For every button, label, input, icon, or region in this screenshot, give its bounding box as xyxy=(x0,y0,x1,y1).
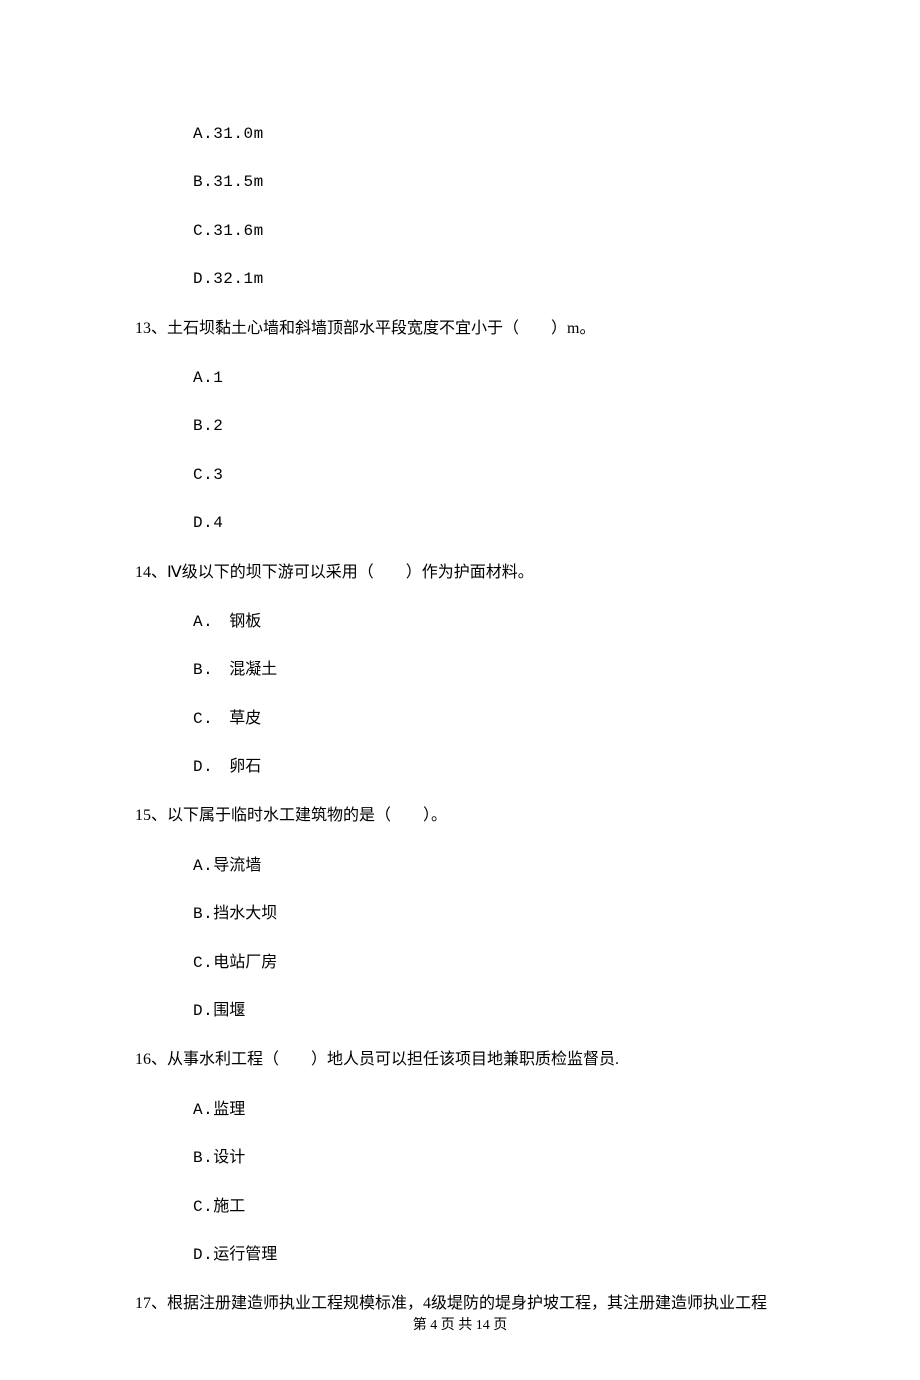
option-label: C. xyxy=(193,710,213,728)
option-group-prev: A.31.0m B.31.5m C.31.6m D.32.1m xyxy=(193,110,785,304)
option-text: 围堰 xyxy=(213,1002,245,1019)
option-label: D. xyxy=(193,758,213,776)
option-text: 4 xyxy=(213,514,223,532)
question-number: 16、 xyxy=(135,1051,167,1068)
option-text: 电站厂房 xyxy=(213,954,277,971)
question-number: 14、 xyxy=(135,564,167,581)
option-label: A. xyxy=(193,125,213,143)
option-text: 2 xyxy=(213,417,223,435)
option-label: A. xyxy=(193,613,213,631)
question-text: 根据注册建造师执业工程规模标准，4级堤防的堤身护坡工程，其注册建造师执业工程 xyxy=(167,1295,767,1312)
option: C.3 xyxy=(193,451,785,499)
option-label: D. xyxy=(193,1002,213,1020)
option: D.4 xyxy=(193,499,785,547)
question-text: Ⅳ级以下的坝下游可以采用（ ）作为护面材料。 xyxy=(167,564,534,581)
option: B.31.5m xyxy=(193,158,785,206)
option-label: D. xyxy=(193,270,213,288)
option: A.31.0m xyxy=(193,110,785,158)
option-text: 3 xyxy=(213,466,223,484)
option-label: C. xyxy=(193,954,213,972)
question-15: 15、以下属于临时水工建筑物的是（ ）。 xyxy=(135,791,785,841)
option: D.32.1m xyxy=(193,255,785,303)
question-number: 15、 xyxy=(135,807,167,824)
option: D. 卵石 xyxy=(193,743,785,791)
option-label: B. xyxy=(193,417,213,435)
option: C.施工 xyxy=(193,1183,785,1231)
option: C.电站厂房 xyxy=(193,939,785,987)
question-number: 13、 xyxy=(135,320,167,337)
option-text: 导流墙 xyxy=(213,857,261,874)
option-text: 挡水大坝 xyxy=(213,905,277,922)
option-label: D. xyxy=(193,514,213,532)
option: A. 钢板 xyxy=(193,598,785,646)
option: A.导流墙 xyxy=(193,842,785,890)
question-text: 土石坝黏土心墙和斜墙顶部水平段宽度不宜小于（ ）m。 xyxy=(167,320,595,337)
question-14: 14、Ⅳ级以下的坝下游可以采用（ ）作为护面材料。 xyxy=(135,548,785,598)
option-label: A. xyxy=(193,857,213,875)
option-text: 1 xyxy=(213,369,223,387)
option-text: 卵石 xyxy=(213,758,261,775)
page-footer: 第 4 页 共 14 页 xyxy=(0,1316,920,1336)
option-group-14: A. 钢板 B. 混凝土 C. 草皮 D. 卵石 xyxy=(193,598,785,792)
option-text: 施工 xyxy=(213,1198,245,1215)
option: B.挡水大坝 xyxy=(193,890,785,938)
option-text: 运行管理 xyxy=(213,1246,277,1263)
question-number: 17、 xyxy=(135,1295,167,1312)
option-label: B. xyxy=(193,1149,213,1167)
option-text: 32.1m xyxy=(213,270,264,288)
option: C. 草皮 xyxy=(193,695,785,743)
option: B.2 xyxy=(193,402,785,450)
question-text: 从事水利工程（ ）地人员可以担任该项目地兼职质检监督员. xyxy=(167,1051,619,1068)
option: A.监理 xyxy=(193,1086,785,1134)
option: D.围堰 xyxy=(193,987,785,1035)
option: A.1 xyxy=(193,354,785,402)
option-label: C. xyxy=(193,1198,213,1216)
option: D.运行管理 xyxy=(193,1231,785,1279)
option-text: 钢板 xyxy=(213,613,261,630)
option: C.31.6m xyxy=(193,207,785,255)
option: B.设计 xyxy=(193,1134,785,1182)
option-label: D. xyxy=(193,1246,213,1264)
option-text: 31.5m xyxy=(213,173,264,191)
option-label: A. xyxy=(193,369,213,387)
question-16: 16、从事水利工程（ ）地人员可以担任该项目地兼职质检监督员. xyxy=(135,1035,785,1085)
option-label: B. xyxy=(193,173,213,191)
option-group-13: A.1 B.2 C.3 D.4 xyxy=(193,354,785,548)
option-label: C. xyxy=(193,222,213,240)
option-text: 混凝土 xyxy=(213,661,277,678)
option-text: 31.0m xyxy=(213,125,264,143)
option-text: 31.6m xyxy=(213,222,264,240)
option: B. 混凝土 xyxy=(193,646,785,694)
option-text: 草皮 xyxy=(213,710,261,727)
option-label: B. xyxy=(193,905,213,923)
option-text: 设计 xyxy=(213,1149,245,1166)
option-text: 监理 xyxy=(213,1101,245,1118)
question-13: 13、土石坝黏土心墙和斜墙顶部水平段宽度不宜小于（ ）m。 xyxy=(135,304,785,354)
option-group-15: A.导流墙 B.挡水大坝 C.电站厂房 D.围堰 xyxy=(193,842,785,1036)
option-label: A. xyxy=(193,1101,213,1119)
document-page: A.31.0m B.31.5m C.31.6m D.32.1m 13、土石坝黏土… xyxy=(0,0,920,1360)
option-group-16: A.监理 B.设计 C.施工 D.运行管理 xyxy=(193,1086,785,1280)
option-label: B. xyxy=(193,661,213,679)
question-text: 以下属于临时水工建筑物的是（ ）。 xyxy=(167,807,447,824)
option-label: C. xyxy=(193,466,213,484)
